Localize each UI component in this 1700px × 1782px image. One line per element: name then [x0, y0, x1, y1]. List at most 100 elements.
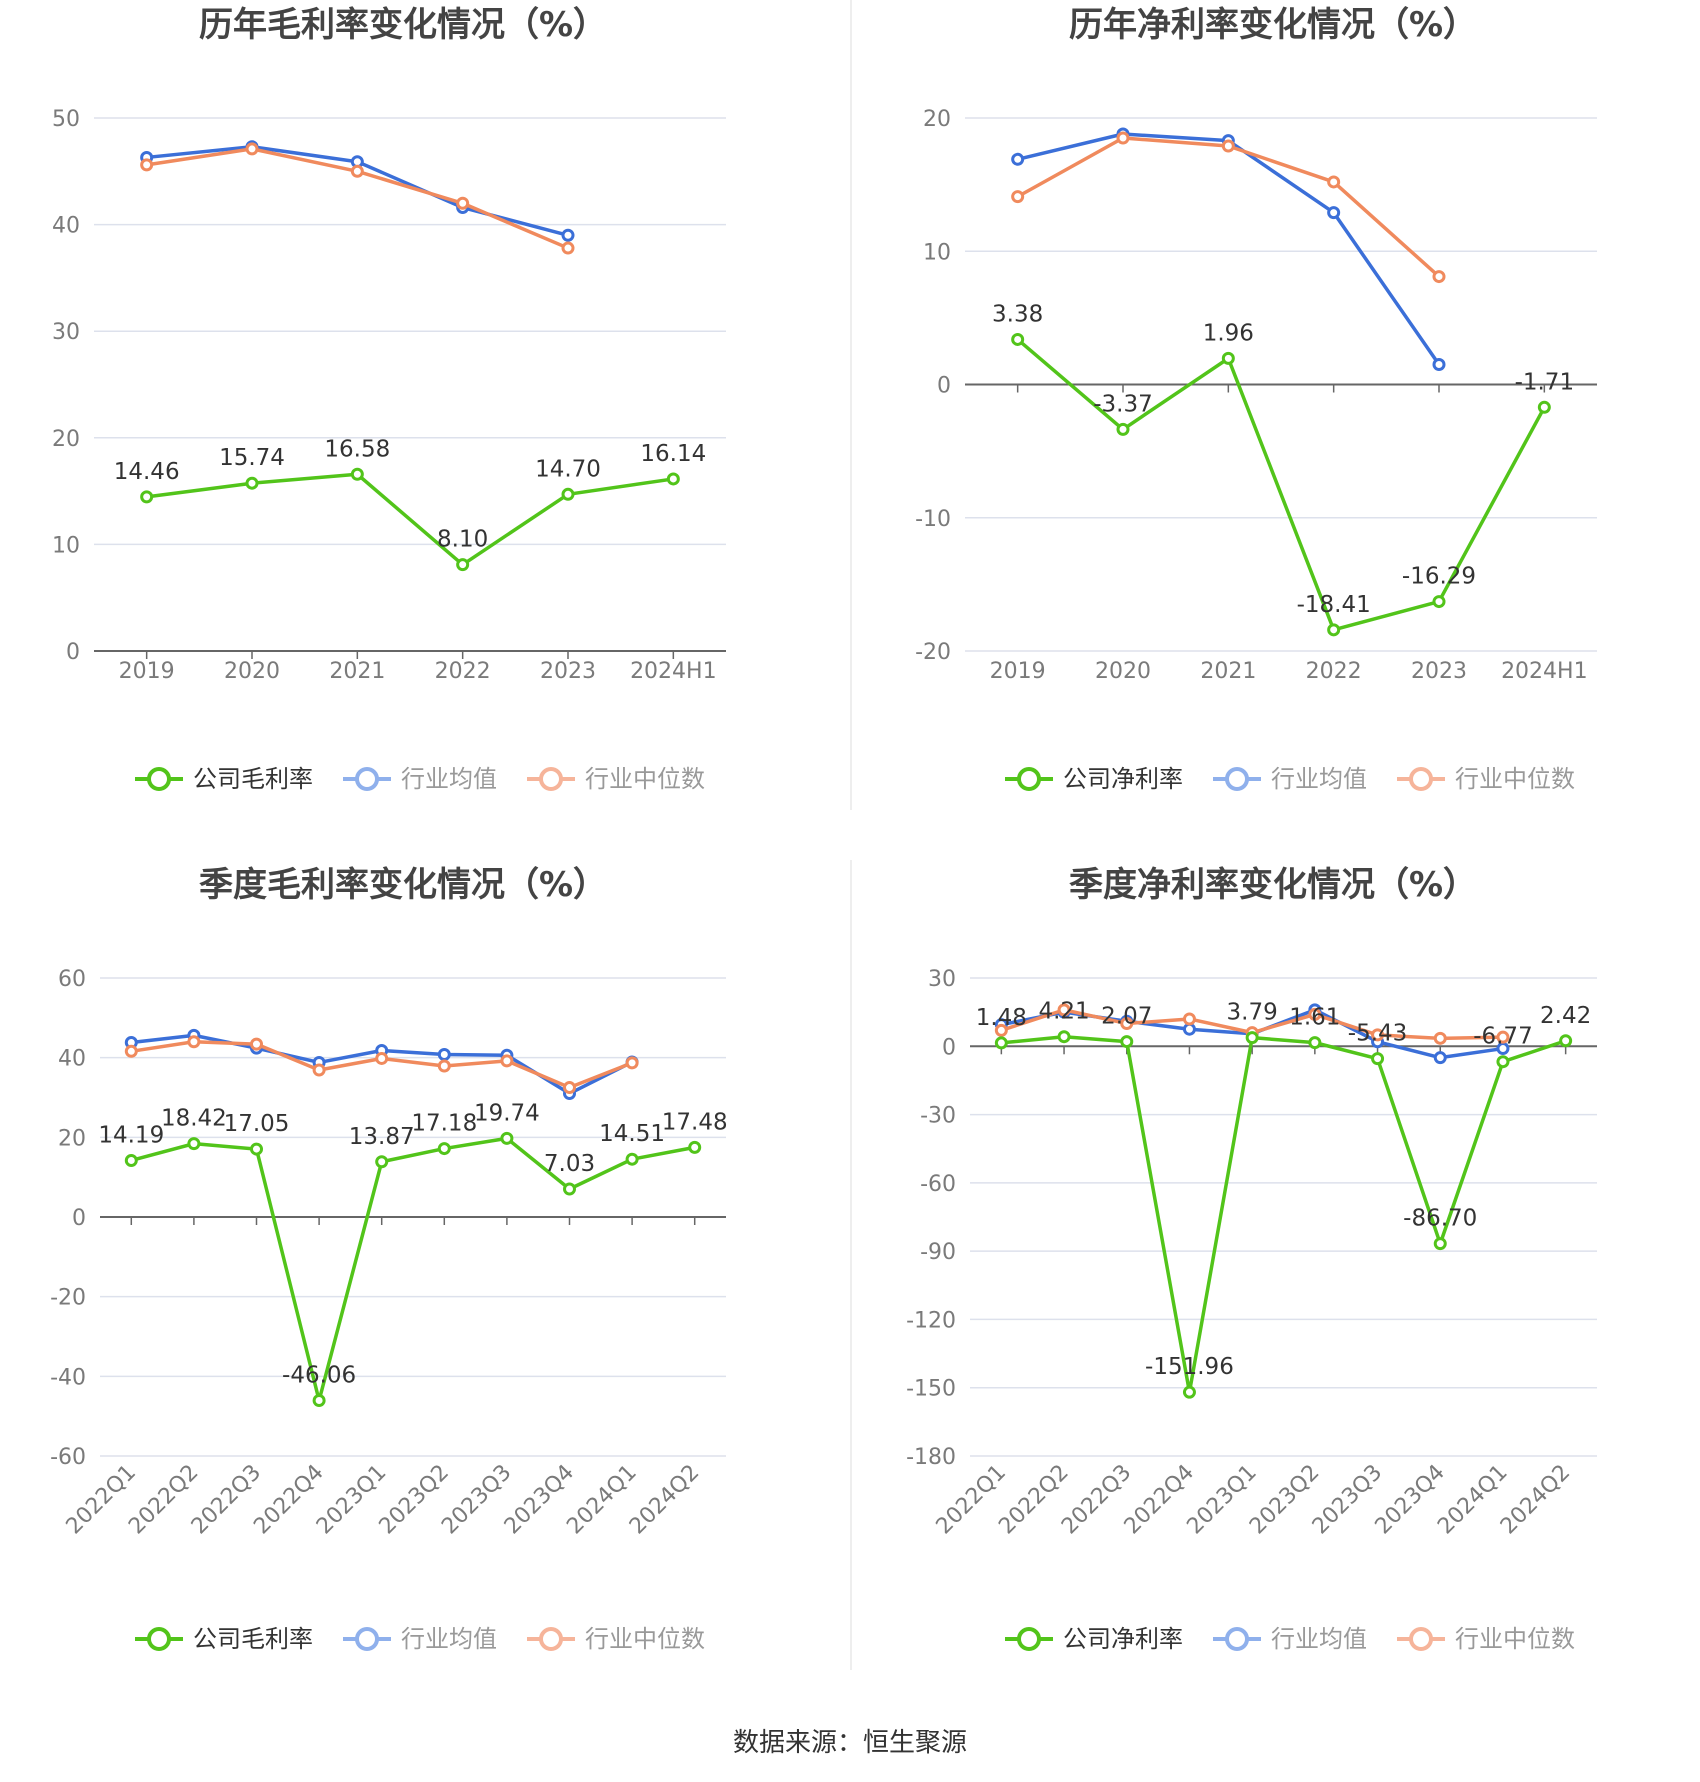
chart-panel-4: 季度净利率变化情况（%）-180-150-120-90-60-300302022… [906, 865, 1597, 1653]
data-label: 13.87 [349, 1124, 415, 1150]
series-line-median [1016, 136, 1441, 278]
data-point [312, 1063, 326, 1077]
chart-panel-2: 历年净利率变化情况（%） -20 -10 0 10 20 2019 2020 2021 2022 2… [915, 5, 1597, 793]
legend-label: 公司毛利率 [193, 765, 313, 793]
legend-marker [1225, 767, 1249, 791]
y-tick-label: -20 [50, 1286, 86, 1311]
data-label: -6.77 [1473, 1024, 1533, 1050]
data-point [1116, 131, 1130, 145]
x-tick-label: 2019 [119, 659, 175, 684]
legend-label: 公司净利率 [1063, 1625, 1183, 1653]
data-point [1120, 1035, 1134, 1049]
data-label: -86.70 [1403, 1206, 1477, 1232]
data-point [1432, 595, 1446, 609]
data-point [1496, 1030, 1510, 1044]
data-point [245, 142, 259, 156]
data-label: 14.46 [114, 459, 180, 485]
legend-marker [1225, 1627, 1249, 1651]
legend-label: 公司毛利率 [193, 1625, 313, 1653]
legend-label: 行业均值 [1271, 1625, 1367, 1653]
data-point [1221, 351, 1235, 365]
legend-label: 行业均值 [1271, 765, 1367, 793]
y-tick-label: -20 [915, 640, 951, 665]
data-point [1327, 623, 1341, 637]
y-tick-label: 0 [937, 374, 951, 399]
data-label: 17.18 [411, 1111, 477, 1137]
legend-marker [1017, 1627, 1041, 1651]
data-label: -1.71 [1515, 369, 1575, 395]
data-label: 7.03 [544, 1151, 595, 1177]
y-tick-label: 40 [58, 1047, 86, 1072]
data-point [312, 1393, 326, 1407]
data-label: 2.07 [1101, 1004, 1152, 1030]
data-label: 8.10 [437, 527, 488, 553]
y-tick-label: -180 [906, 1445, 956, 1470]
x-tick-label: 2019 [990, 659, 1046, 684]
legend-marker [355, 1627, 379, 1651]
data-point [1221, 139, 1235, 153]
chart-title: 季度毛利率变化情况（%） [199, 865, 607, 905]
y-tick-label: 50 [52, 107, 80, 132]
legend: 公司净利率 行业均值 行业中位数 [1005, 765, 1575, 793]
x-tick-label: 2021 [329, 659, 385, 684]
data-point [666, 472, 680, 486]
data-point [500, 1054, 514, 1068]
data-source-note: 数据来源：恒生聚源 [732, 1728, 967, 1758]
data-point [1433, 1051, 1447, 1065]
data-label: -151.96 [1145, 1354, 1234, 1380]
data-label: -5.43 [1348, 1021, 1408, 1047]
data-point [437, 1047, 451, 1061]
data-point [250, 1037, 263, 1051]
chart-panel-1: 历年毛利率变化情况（%） 0 10 20 30 40 50 2019 2020 2021 2022 2… [52, 5, 726, 793]
y-tick-label: 0 [72, 1206, 86, 1231]
data-point [563, 1081, 576, 1095]
data-point [124, 1153, 138, 1167]
data-point [1011, 332, 1025, 346]
data-point [994, 1036, 1008, 1050]
data-point [563, 1182, 576, 1196]
data-point [350, 467, 364, 481]
data-point [437, 1059, 451, 1073]
y-tick-label: -10 [915, 507, 951, 532]
data-point [456, 196, 470, 210]
legend: 公司毛利率 行业均值 行业中位数 [135, 765, 705, 793]
data-point [1496, 1055, 1510, 1069]
data-point [625, 1056, 639, 1070]
series-line-company [1001, 1034, 1567, 1394]
data-point [140, 158, 154, 172]
data-label: -46.06 [282, 1362, 356, 1388]
data-label: -16.29 [1402, 564, 1476, 590]
data-point [1011, 152, 1025, 166]
data-point [1327, 206, 1341, 220]
data-point [625, 1152, 639, 1166]
chart-title: 历年毛利率变化情况（%） [199, 5, 607, 45]
data-point [500, 1131, 514, 1145]
legend: 公司净利率 行业均值 行业中位数 [1005, 1625, 1575, 1653]
data-point [245, 476, 259, 490]
legend-label: 行业中位数 [1455, 1625, 1575, 1653]
data-label: 3.38 [992, 301, 1043, 327]
data-point [1116, 422, 1130, 436]
x-tick-label: 2021 [1200, 659, 1256, 684]
legend-label: 行业均值 [401, 1625, 497, 1653]
legend-marker [539, 1627, 563, 1651]
data-point [1057, 1030, 1071, 1044]
legend-marker [355, 767, 379, 791]
data-label: 17.05 [224, 1111, 290, 1137]
chart-title: 季度净利率变化情况（%） [1069, 865, 1477, 905]
x-tick-label: 2024Q2 [1496, 1460, 1575, 1539]
data-point [1432, 358, 1446, 372]
data-point [561, 487, 575, 501]
y-tick-label: 10 [923, 240, 951, 265]
data-label: 19.74 [474, 1100, 540, 1126]
legend-marker [147, 767, 171, 791]
series-line-company [1016, 338, 1546, 632]
data-label: 1.96 [1203, 320, 1254, 346]
data-label: 15.74 [219, 445, 285, 471]
y-tick-label: -120 [906, 1308, 956, 1333]
data-point [1182, 1385, 1196, 1399]
chart-title: 历年净利率变化情况（%） [1069, 5, 1477, 45]
y-tick-label: 20 [923, 107, 951, 132]
y-tick-label: 30 [928, 967, 956, 992]
